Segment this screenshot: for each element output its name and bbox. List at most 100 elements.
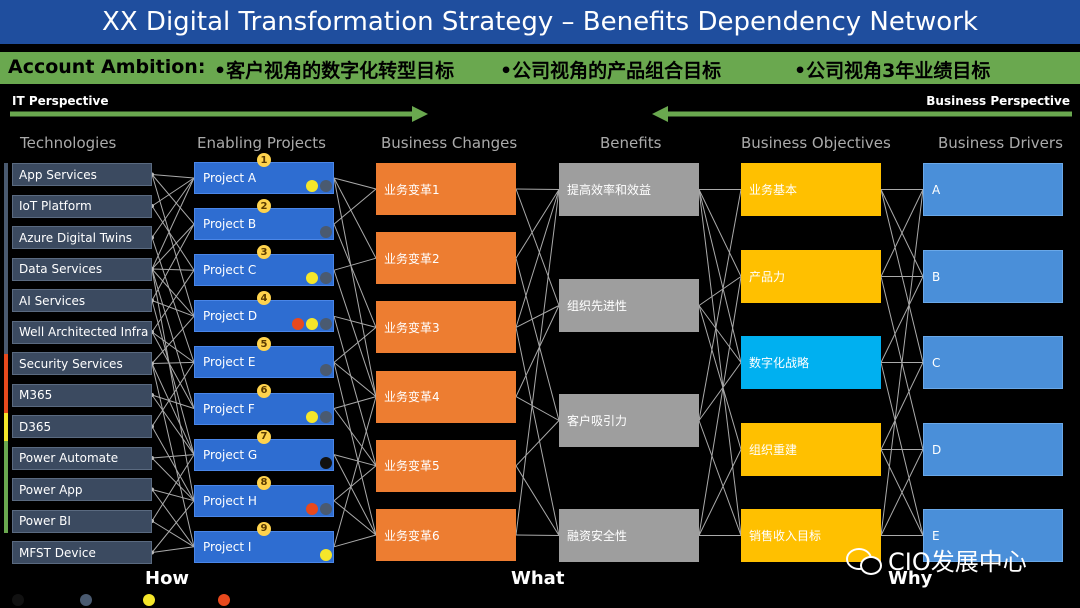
column-header-business-objectives: Business Objectives	[741, 134, 891, 152]
business-change-node: 业务变革6	[376, 509, 516, 561]
change-to-benefit-link	[515, 189, 560, 536]
project-to-change-link	[333, 396, 377, 547]
business-change-node: 业务变革4	[376, 370, 516, 423]
project-node: Project B	[194, 208, 334, 241]
benefit-to-objective-link	[698, 420, 742, 536]
watermark-text: CIO发展中心	[888, 548, 1027, 576]
tech-node: Power App	[12, 478, 152, 501]
ambition-label: Account Ambition:	[8, 56, 206, 78]
business-driver-node: D	[923, 423, 1063, 476]
business-change-node: 业务变革1	[376, 163, 516, 215]
objective-to-driver-link	[880, 449, 924, 536]
change-to-benefit-link	[515, 396, 560, 421]
tech-to-project-link	[151, 315, 195, 364]
project-number-badge: 5	[257, 337, 271, 352]
benefit-node: 提高效率和效益	[559, 163, 699, 216]
tech-to-project-link	[151, 361, 195, 364]
ambition-item-portfolio: •公司视角的产品组合目标	[500, 60, 722, 82]
project-status-dot-slate	[320, 410, 332, 423]
why-label: Why	[888, 568, 933, 589]
business-change-node: 业务变革5	[376, 439, 516, 492]
tech-node: Power BI	[12, 509, 152, 533]
tech-to-project-link	[151, 363, 195, 455]
tech-to-project-link	[151, 174, 195, 317]
project-status-dot-dark	[320, 456, 332, 469]
tech-to-project-link	[151, 500, 195, 553]
watermark: CIO发展中心	[846, 542, 1027, 577]
tech-node: IoT Platform	[12, 194, 152, 218]
tech-node: Data Services	[12, 257, 152, 281]
benefit-to-objective-link	[698, 449, 742, 536]
benefit-to-objective-link	[698, 189, 742, 421]
tech-to-project-link	[151, 454, 195, 522]
objective-to-driver-link	[880, 362, 924, 450]
project-to-change-link	[333, 327, 377, 363]
project-to-change-link	[333, 223, 377, 328]
benefit-to-objective-link	[698, 305, 742, 450]
tech-to-project-link	[151, 394, 195, 409]
tech-to-project-link	[151, 489, 195, 548]
project-status-dot-slate	[320, 180, 332, 192]
project-node: Project H	[194, 484, 334, 517]
project-status-dot-yellow	[306, 272, 318, 285]
tech-to-project-link	[151, 331, 195, 409]
project-status-dot-slate	[320, 318, 332, 331]
tech-node: Well Architected Infra	[12, 320, 152, 344]
tech-to-project-link	[151, 268, 195, 501]
project-to-change-link	[333, 396, 377, 409]
project-to-change-link	[333, 177, 377, 190]
tech-to-project-link	[151, 300, 195, 317]
project-number-badge: 4	[257, 291, 271, 306]
wechat-icon	[846, 546, 882, 575]
project-to-change-link	[333, 257, 377, 271]
objective-to-driver-link	[880, 276, 924, 363]
business-perspective-arrow-head	[652, 106, 668, 122]
change-to-benefit-link	[515, 534, 560, 536]
project-node: Project E	[194, 346, 334, 379]
project-to-change-link	[333, 177, 377, 397]
change-to-benefit-link	[515, 189, 560, 328]
project-status-dot-yellow	[320, 548, 332, 561]
tech-to-project-link	[151, 237, 195, 363]
tech-to-project-link	[151, 426, 195, 501]
business-objective-node: 组织重建	[741, 423, 881, 476]
tech-node: Power Automate	[12, 446, 152, 470]
tech-to-project-link	[151, 268, 195, 317]
tech-to-project-link	[151, 520, 195, 548]
ambition-item-customer: •客户视角的数字化转型目标	[214, 60, 455, 82]
project-status-dot-yellow	[306, 180, 318, 192]
tech-to-project-link	[151, 177, 195, 270]
project-number-badge: 8	[257, 475, 271, 490]
benefit-to-objective-link	[698, 189, 742, 536]
benefit-to-objective-link	[698, 189, 742, 363]
project-number-badge: 6	[257, 383, 271, 398]
tech-node: App Services	[12, 163, 152, 186]
tech-to-project-link	[151, 394, 195, 455]
project-status-dot-yellow	[306, 318, 318, 331]
tech-to-project-link	[151, 546, 195, 553]
it-perspective-label: IT Perspective	[12, 94, 109, 108]
project-number-badge: 7	[257, 429, 271, 444]
change-to-benefit-link	[515, 327, 560, 536]
business-change-node: 业务变革2	[376, 232, 516, 285]
tech-to-project-link	[151, 174, 195, 225]
project-to-change-link	[333, 270, 377, 397]
project-status-dot-slate	[320, 502, 332, 515]
change-to-benefit-link	[515, 189, 560, 259]
benefit-to-objective-link	[698, 189, 742, 277]
change-to-benefit-link	[515, 465, 560, 536]
it-perspective-arrow-head	[412, 106, 428, 122]
tech-to-project-link	[151, 268, 195, 271]
account-ambition-bar: Account Ambition: •客户视角的数字化转型目标 •公司视角的产品…	[0, 52, 1080, 84]
project-status-dot-red	[292, 318, 304, 331]
column-header-business-drivers: Business Drivers	[938, 134, 1063, 152]
tech-to-project-link	[151, 363, 195, 547]
benefit-to-objective-link	[698, 362, 742, 421]
tech-to-project-link	[151, 300, 195, 455]
tech-to-project-link	[151, 362, 195, 427]
project-number-badge: 2	[257, 199, 271, 214]
project-to-change-link	[333, 315, 377, 328]
legend-dot-red	[218, 594, 230, 606]
legend-dot-dark	[12, 594, 24, 606]
